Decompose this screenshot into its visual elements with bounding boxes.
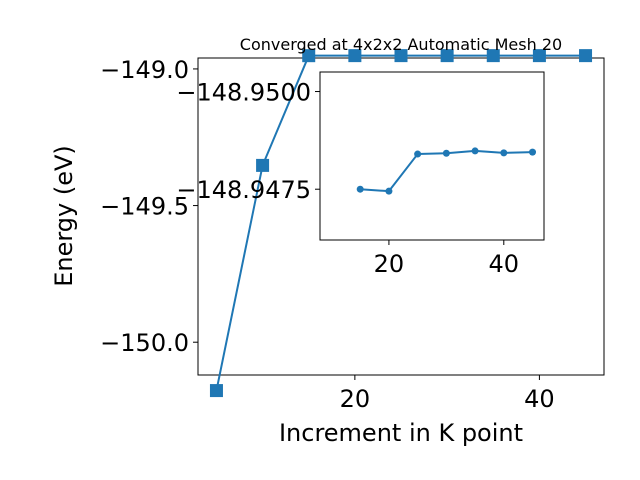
chart-title: Converged at 4x2x2 Automatic Mesh 20 bbox=[240, 35, 562, 54]
main-data-point bbox=[348, 49, 362, 63]
main-data-point bbox=[532, 49, 546, 63]
inset-x-ticks: 20 40 bbox=[374, 240, 519, 278]
main-data-point bbox=[486, 49, 500, 63]
inset-x-tick-label: 40 bbox=[489, 250, 520, 278]
inset-data-point bbox=[471, 147, 479, 155]
main-data-point bbox=[302, 49, 316, 63]
inset-data-point bbox=[500, 149, 508, 157]
main-y-tick-label: −149.5 bbox=[100, 193, 189, 221]
inset-data-point bbox=[414, 150, 422, 158]
main-x-tick-label: 40 bbox=[524, 385, 555, 413]
main-y-tick-label: −150.0 bbox=[100, 329, 189, 357]
main-data-point bbox=[256, 158, 270, 172]
inset-x-tick-label: 20 bbox=[374, 250, 405, 278]
x-axis-label: Increment in K point bbox=[279, 419, 523, 447]
inset-y-tick-label: −148.9475 bbox=[176, 176, 311, 204]
main-x-tick-label: 20 bbox=[340, 385, 371, 413]
inset-data-point bbox=[356, 185, 364, 193]
main-data-point bbox=[440, 49, 454, 63]
main-y-tick-label: −149.0 bbox=[100, 56, 189, 84]
main-data-point bbox=[209, 384, 223, 398]
main-data-point bbox=[394, 49, 408, 63]
main-x-ticks: 20 40 bbox=[340, 375, 555, 413]
inset-plot: 20 40 −148.9500−148.9475 bbox=[176, 71, 545, 278]
main-y-ticks: −150.0 −149.5 −149.0 bbox=[100, 56, 198, 357]
inset-data-point bbox=[442, 149, 450, 157]
inset-data-point bbox=[385, 187, 393, 195]
inset-data-point bbox=[529, 148, 537, 156]
inset-y-ticks: −148.9500 −148.9475 bbox=[176, 79, 320, 204]
inset-series bbox=[356, 147, 537, 195]
main-series bbox=[209, 49, 593, 398]
inset-plot-frame bbox=[319, 71, 545, 241]
y-axis-label: Energy (eV) bbox=[50, 145, 78, 287]
main-data-point bbox=[579, 49, 593, 63]
inset-y-tick-label: −148.9500 bbox=[176, 79, 311, 107]
